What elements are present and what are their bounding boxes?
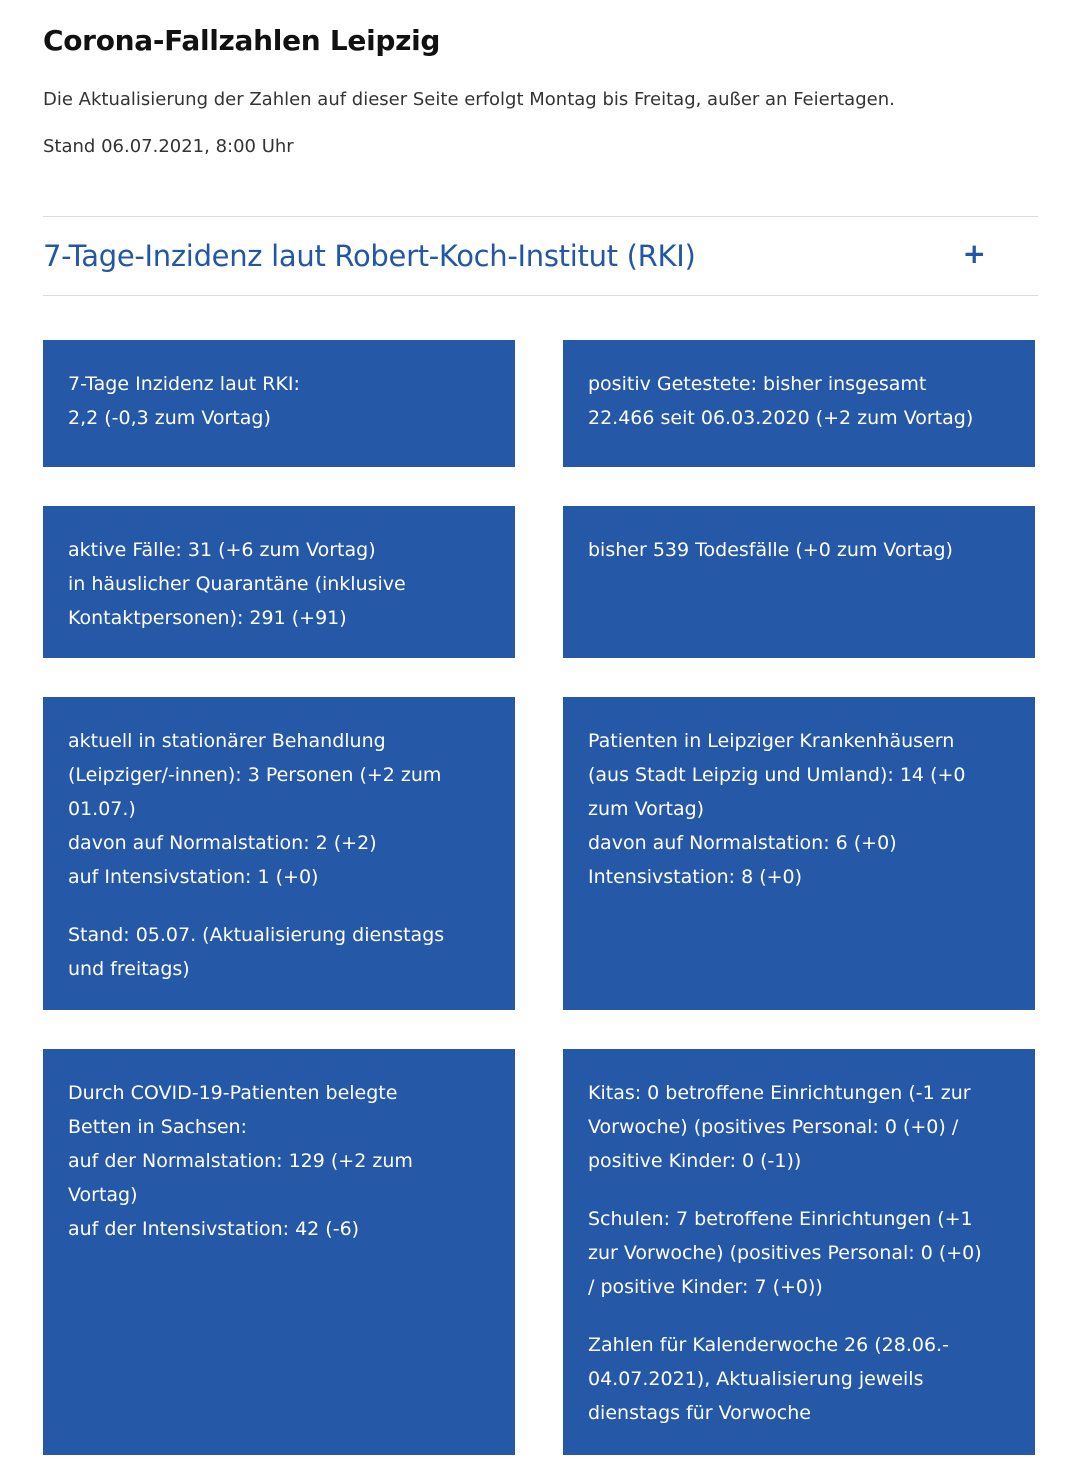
card-kitas-schools: Kitas: 0 betroffene Einrichtungen (-1 zu… [563, 1049, 1035, 1455]
card-text-schools: Schulen: 7 betroffene Einrichtungen (+1 … [588, 1208, 982, 1298]
card-positive-tested: positiv Getestete: bisher insgesamt 22.4… [563, 340, 1035, 467]
card-saxony-beds: Durch COVID-19-Patienten belegte Betten … [43, 1049, 515, 1455]
accordion-rki-incidence[interactable]: 7-Tage-Inzidenz laut Robert-Koch-Institu… [43, 216, 1038, 296]
card-text: aktuell in stationärer Behandlung (Leipz… [68, 730, 442, 888]
card-text: aktive Fälle: 31 (+6 zum Vortag) in häus… [68, 539, 406, 629]
timestamp: Stand 06.07.2021, 8:00 Uhr [43, 136, 294, 157]
plus-icon[interactable]: + [962, 237, 986, 270]
card-incidence: 7-Tage Inzidenz laut RKI: 2,2 (-0,3 zum … [43, 340, 515, 467]
page-title: Corona-Fallzahlen Leipzig [43, 24, 441, 57]
card-note: Stand: 05.07. (Aktualisierung dienstags … [68, 924, 445, 980]
card-text: positiv Getestete: bisher insgesamt 22.4… [588, 373, 974, 429]
card-active-cases: aktive Fälle: 31 (+6 zum Vortag) in häus… [43, 506, 515, 658]
card-text: Patienten in Leipziger Krankenhäusern (a… [588, 730, 966, 888]
card-inpatient-treatment: aktuell in stationärer Behandlung (Leipz… [43, 697, 515, 1010]
card-text: bisher 539 Todesfälle (+0 zum Vortag) [588, 539, 953, 561]
card-leipzig-hospitals: Patienten in Leipziger Krankenhäusern (a… [563, 697, 1035, 1010]
card-note: Zahlen für Kalenderwoche 26 (28.06.- 04.… [588, 1334, 949, 1424]
accordion-title[interactable]: 7-Tage-Inzidenz laut Robert-Koch-Institu… [43, 239, 696, 273]
card-text: Durch COVID-19-Patienten belegte Betten … [68, 1082, 413, 1240]
card-text: 7-Tage Inzidenz laut RKI: 2,2 (-0,3 zum … [68, 373, 300, 429]
update-notice: Die Aktualisierung der Zahlen auf dieser… [43, 89, 895, 110]
card-text-kitas: Kitas: 0 betroffene Einrichtungen (-1 zu… [588, 1082, 971, 1172]
card-deaths: bisher 539 Todesfälle (+0 zum Vortag) [563, 506, 1035, 658]
